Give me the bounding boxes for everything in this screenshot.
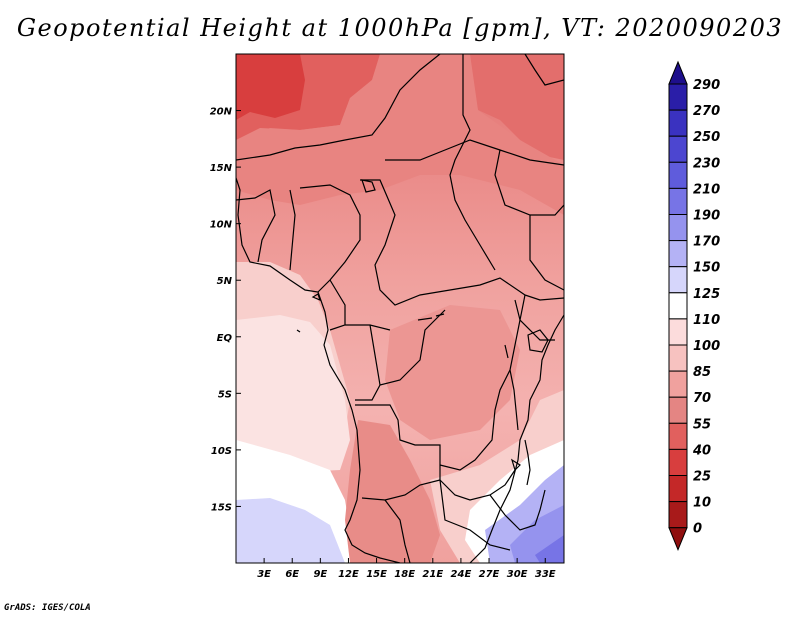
colorbar-label: 170 bbox=[693, 235, 720, 250]
island-sao-tome bbox=[296, 329, 301, 333]
coastline-red-sea bbox=[524, 54, 564, 86]
colorbar-swatch bbox=[668, 240, 688, 268]
colorbar-label: 40 bbox=[692, 443, 711, 458]
colorbar-swatch bbox=[668, 161, 688, 189]
lake-victoria bbox=[527, 329, 549, 353]
map-frame bbox=[235, 53, 565, 564]
lon-tick-label: 12E bbox=[338, 569, 359, 580]
colorbar-label: 190 bbox=[693, 209, 720, 224]
lake-chad bbox=[361, 179, 376, 193]
lat-tick-label: 5N bbox=[217, 276, 233, 287]
lon-tick-label: 21E bbox=[422, 569, 443, 580]
colorbar-label: 110 bbox=[693, 313, 720, 328]
lat-tick-label: 15N bbox=[210, 163, 233, 174]
border-ethiopia bbox=[494, 149, 564, 291]
colorbar-label: 290 bbox=[693, 78, 720, 93]
contour-south-interior bbox=[345, 420, 440, 563]
colorbar-label: 125 bbox=[693, 287, 720, 302]
border-sahel-north bbox=[236, 54, 441, 161]
colorbar-label: 150 bbox=[693, 261, 720, 276]
lon-axis: 3E 6E 9E 12E 15E 18E 21E 24E 27E 30E 33E bbox=[257, 558, 556, 580]
lon-tick-label: 27E bbox=[479, 569, 500, 580]
border-libya-sudan bbox=[449, 54, 496, 271]
contour-core-northwest bbox=[236, 54, 305, 120]
colorbar-swatch bbox=[668, 214, 688, 242]
lon-tick-label: 6E bbox=[285, 569, 299, 580]
shaded-field bbox=[236, 54, 564, 563]
colorbar-bottom-arrow bbox=[668, 527, 688, 552]
lon-tick-label: 30E bbox=[507, 569, 528, 580]
colorbar: 2902702502302101901701501251101008570554… bbox=[668, 60, 720, 552]
colorbar-swatch bbox=[668, 370, 688, 398]
colorbar-label: 0 bbox=[693, 522, 702, 537]
border-nigeria-chad bbox=[299, 184, 361, 293]
colorbar-swatch bbox=[668, 135, 688, 163]
lat-axis: 20N 15N 10N 5N EQ 5S 10S 15S bbox=[210, 107, 241, 513]
colorbar-swatch bbox=[668, 448, 688, 476]
colorbar-swatch bbox=[668, 83, 688, 111]
map-title: Geopotential Height at 1000hPa [gpm], VT… bbox=[16, 14, 784, 42]
contour-ocean-light bbox=[236, 315, 350, 475]
colorbar-label: 25 bbox=[693, 470, 711, 485]
colorbar-swatch bbox=[668, 266, 688, 294]
colorbar-label: 230 bbox=[693, 156, 720, 171]
colorbar-swatch bbox=[668, 422, 688, 450]
lon-tick-label: 9E bbox=[313, 569, 327, 580]
lake-kariba bbox=[510, 458, 521, 472]
lake-tanganyika bbox=[509, 369, 519, 431]
colorbar-label: 250 bbox=[693, 130, 720, 145]
colorbar-label: 70 bbox=[693, 391, 711, 406]
lon-tick-label: 15E bbox=[366, 569, 387, 580]
lat-tick-label: 10N bbox=[210, 220, 233, 231]
lon-tick-label: 24E bbox=[451, 569, 472, 580]
coastline-west-africa bbox=[236, 177, 401, 563]
colorbar-label: 85 bbox=[693, 365, 711, 380]
colorbar-top-arrow bbox=[668, 60, 688, 85]
border-drc-east bbox=[439, 299, 521, 471]
border-zambia bbox=[439, 469, 516, 501]
colorbar-label: 55 bbox=[693, 417, 711, 432]
colorbar-swatch bbox=[668, 501, 688, 529]
contour-southeast-blue-core bbox=[535, 535, 564, 563]
border-west-africa-states bbox=[236, 189, 296, 271]
lat-tick-label: 10S bbox=[211, 446, 232, 457]
lake-kivu bbox=[504, 344, 509, 359]
river-congo-islands bbox=[417, 313, 445, 321]
lon-tick-label: 3E bbox=[257, 569, 271, 580]
contour-southwest-blue bbox=[236, 498, 345, 563]
lon-tick-label: 33E bbox=[535, 569, 556, 580]
colorbar-swatch bbox=[668, 187, 688, 215]
coastline-east-africa bbox=[469, 314, 564, 563]
lat-tick-label: 20N bbox=[210, 107, 233, 118]
border-angola bbox=[355, 404, 441, 501]
coastlines-and-borders bbox=[236, 54, 564, 563]
border-sudan bbox=[385, 139, 564, 166]
colorbar-label: 100 bbox=[693, 339, 720, 354]
colorbar-label: 210 bbox=[693, 182, 720, 197]
colorbar-swatch bbox=[668, 344, 688, 372]
lat-tick-label: 15S bbox=[211, 502, 232, 513]
border-congo-drc bbox=[355, 309, 446, 401]
colorbar-swatch bbox=[668, 318, 688, 346]
colorbar-swatch bbox=[668, 109, 688, 137]
colorbar-label: 10 bbox=[693, 496, 711, 511]
contour-upper-band bbox=[236, 54, 564, 215]
colorbar-swatch bbox=[668, 475, 688, 503]
lat-tick-label: EQ bbox=[217, 333, 233, 344]
colorbar-label: 270 bbox=[693, 104, 720, 119]
lat-tick-label: 5S bbox=[218, 389, 232, 400]
border-zimbabwe-mozambique bbox=[489, 489, 546, 531]
colorbar-swatch bbox=[668, 396, 688, 424]
colorbar-swatch bbox=[668, 292, 688, 320]
island-bioko bbox=[311, 293, 321, 302]
grads-credit: GrADS: IGES/COLA bbox=[4, 603, 91, 613]
border-chad-car bbox=[360, 179, 526, 306]
border-namibia-botswana bbox=[384, 479, 511, 563]
lon-tick-label: 18E bbox=[394, 569, 415, 580]
contour-congo-basin bbox=[385, 305, 520, 440]
contour-low-northeast bbox=[470, 54, 564, 160]
lake-malawi bbox=[524, 439, 531, 486]
